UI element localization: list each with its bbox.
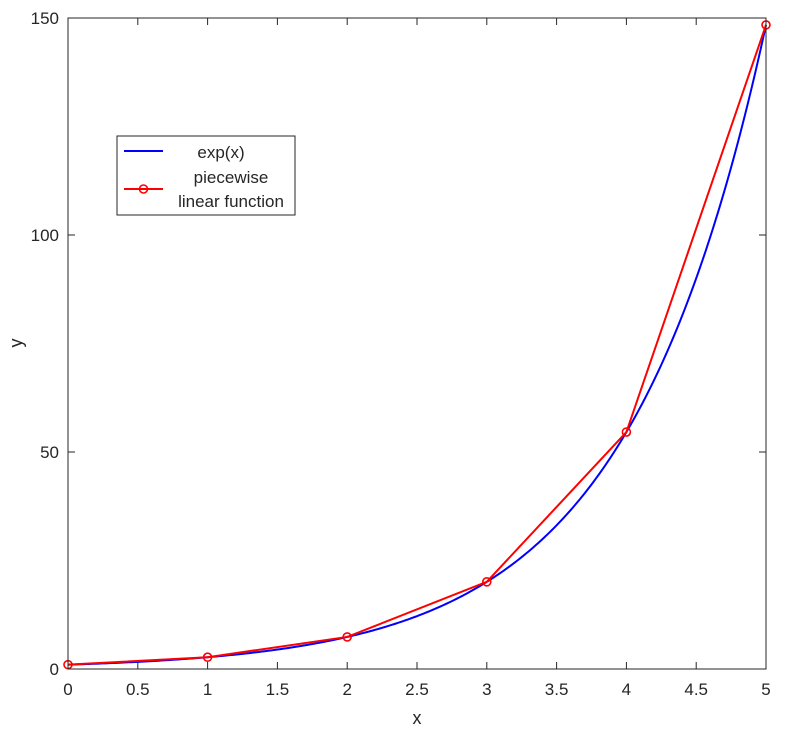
y-tick-label: 100 [31,226,59,245]
x-tick-label: 4 [622,680,631,699]
legend-label-exp: exp(x) [197,143,244,162]
y-tick-label: 0 [50,660,59,679]
axes-background [68,18,766,669]
y-tick-label: 50 [40,443,59,462]
y-tick-label: 150 [31,9,59,28]
x-tick-label: 1 [203,680,212,699]
x-tick-label: 3.5 [545,680,569,699]
x-tick-label: 1.5 [266,680,290,699]
x-axis-label: x [413,708,422,728]
x-tick-label: 0 [63,680,72,699]
x-tick-label: 4.5 [684,680,708,699]
y-axis-label: y [6,339,26,348]
x-tick-label: 0.5 [126,680,150,699]
x-tick-label: 2.5 [405,680,429,699]
legend: exp(x) piecewise linear function [117,136,295,215]
legend-label-piecewise-line2: linear function [178,192,284,211]
x-tick-label: 3 [482,680,491,699]
x-tick-label: 5 [761,680,770,699]
x-tick-label: 2 [342,680,351,699]
legend-label-piecewise-line1: piecewise [194,168,269,187]
